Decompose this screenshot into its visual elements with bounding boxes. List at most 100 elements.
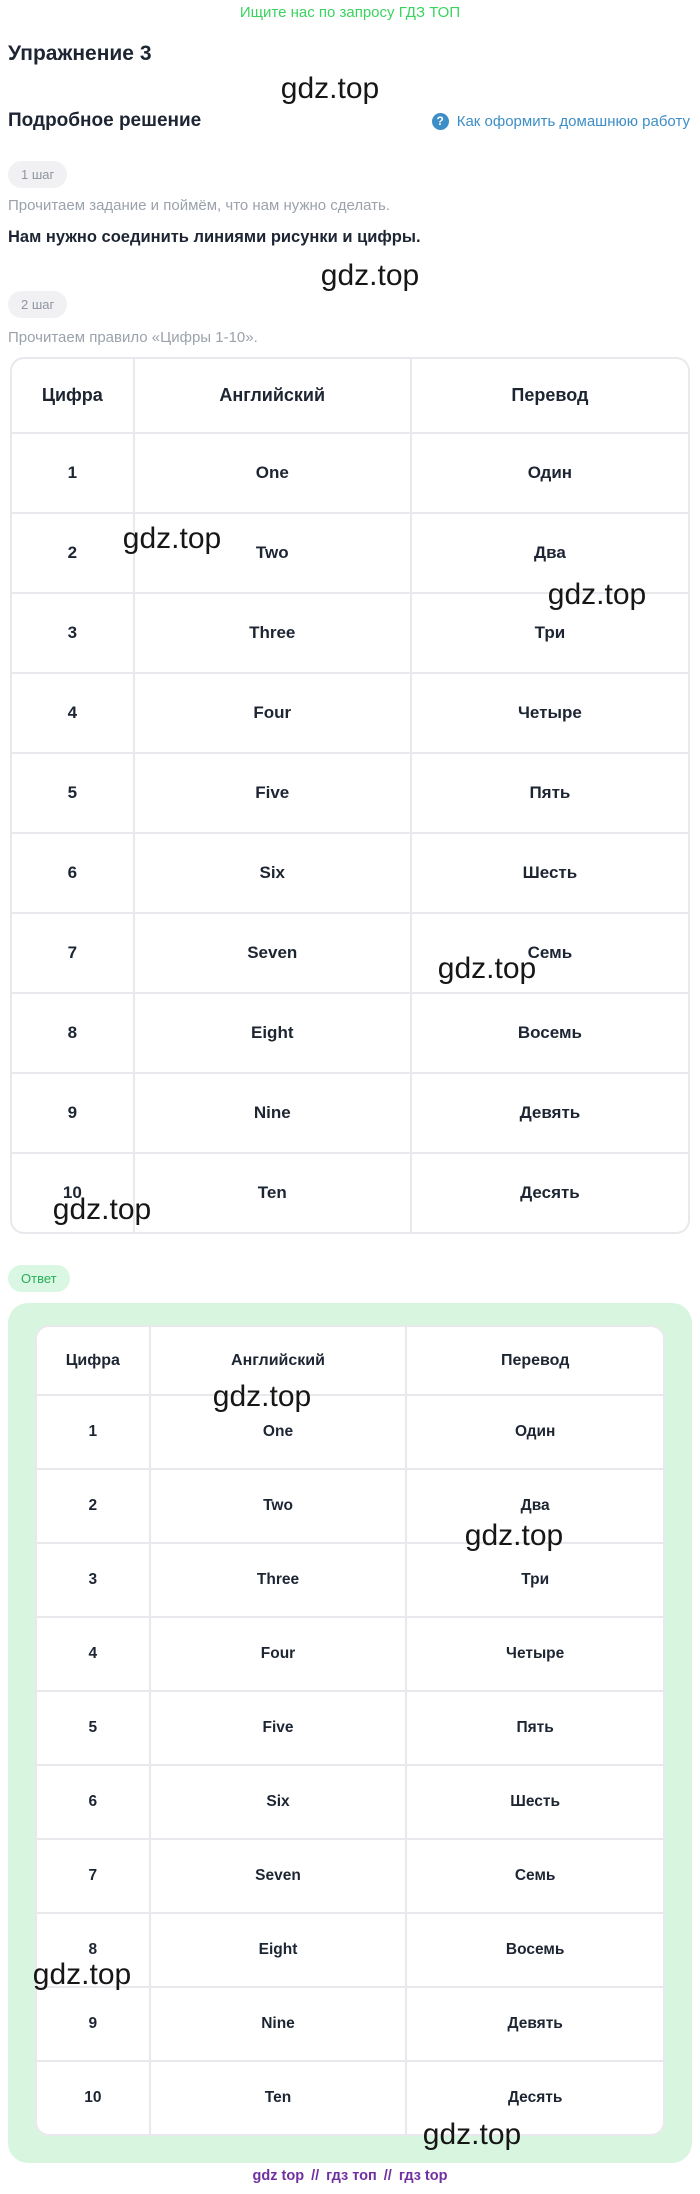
table-header-row: Цифра Английский Перевод	[37, 1327, 663, 1396]
watermark: gdz.top	[280, 72, 380, 105]
table-row: 4 Four Четыре	[12, 673, 688, 754]
table-cell: Девять	[406, 1987, 663, 2062]
table-row: 8 Eight Восемь	[12, 993, 688, 1074]
table-cell: Two	[133, 513, 412, 594]
table-cell: 9	[12, 1073, 135, 1154]
table-cell: 3	[37, 1543, 151, 1618]
table-cell: Six	[133, 833, 412, 914]
table-cell: Один	[410, 433, 688, 514]
solution-header-row: Подробное решение ? Как оформить домашню…	[8, 110, 690, 132]
answer-table-section: Цифра Английский Перевод 1 One Один 2 Two Два 3 Th…	[35, 1325, 665, 2136]
table-row: 9 Nine Девять	[12, 1073, 688, 1154]
table-cell: 7	[37, 1839, 151, 1914]
table-row: 5 Five Пять	[12, 753, 688, 834]
table-cell: Eight	[149, 1913, 408, 1988]
table-cell: 4	[12, 673, 135, 754]
table-cell: Восемь	[410, 993, 688, 1074]
column-header: Английский	[149, 1327, 408, 1396]
table-row: 10 Ten Десять	[12, 1153, 688, 1232]
step-1-statement: Нам нужно соединить линиями рисунки и ци…	[8, 228, 421, 246]
table-row: 8 Eight Восемь	[37, 1913, 663, 1988]
step-2-note: Прочитаем правило «Цифры 1-10».	[8, 329, 258, 346]
watermark: gdz.top	[320, 259, 420, 292]
table-cell: Three	[149, 1543, 408, 1618]
column-header: Цифра	[12, 359, 135, 434]
table-cell: 8	[37, 1913, 151, 1988]
table-cell: 6	[12, 833, 135, 914]
table-row: 10 Ten Десять	[37, 2061, 663, 2134]
help-link[interactable]: ? Как оформить домашнюю работу	[431, 112, 690, 130]
table-cell: Два	[406, 1469, 663, 1544]
table-cell: Eight	[133, 993, 412, 1074]
table-cell: Nine	[133, 1073, 412, 1154]
step-1-badge: 1 шаг	[8, 161, 68, 188]
table-row: 3 Three Три	[37, 1543, 663, 1618]
column-header: Перевод	[406, 1327, 663, 1396]
table-cell: 5	[12, 753, 135, 834]
table-cell: Six	[149, 1765, 408, 1840]
table-cell: 6	[37, 1765, 151, 1840]
table-cell: 1	[12, 433, 135, 514]
table-row: 3 Three Три	[12, 593, 688, 674]
table-cell: 10	[12, 1153, 135, 1232]
table-cell: Шесть	[406, 1765, 663, 1840]
table-row: 6 Six Шесть	[37, 1765, 663, 1840]
table-cell: Десять	[520, 1183, 580, 1202]
exercise-title: Упражнение 3	[8, 42, 152, 66]
table-cell: Five	[133, 753, 412, 834]
table-cell: Девять	[410, 1073, 688, 1154]
step-2-badge: 2 шаг	[8, 291, 68, 318]
promo-banner: Ищите нас по запросу ГДЗ ТОП	[239, 4, 461, 21]
table-row: 2 Two Два	[37, 1469, 663, 1544]
table-cell: Four	[133, 673, 412, 754]
table-cell: 8	[12, 993, 135, 1074]
table-cell: Ten	[133, 1153, 412, 1232]
numbers-rule-table: Цифра Английский Перевод 1 One Один 2 Two Два 3 Th…	[12, 359, 688, 1232]
table-row: 2 Two Два	[12, 513, 688, 594]
table-cell: Пять	[406, 1691, 663, 1766]
table-cell: Семь	[410, 913, 688, 994]
footer-link-3[interactable]: гдз top	[398, 2168, 448, 2184]
rule-table-frame: Цифра Английский Перевод 1 One Один 2 Two Два 3 Th…	[10, 357, 690, 1234]
table-cell: 3	[12, 593, 135, 674]
footer-separator: //	[383, 2168, 392, 2184]
footer-link-1[interactable]: gdz top	[252, 2168, 305, 2184]
solution-heading: Подробное решение	[8, 110, 202, 131]
numbers-answer-table: Цифра Английский Перевод 1 One Один 2 Two Два 3 Th…	[37, 1327, 663, 2134]
table-row: 9 Nine Девять	[37, 1987, 663, 2062]
table-cell: Two	[149, 1469, 408, 1544]
table-cell: One	[149, 1395, 408, 1470]
table-cell: Восемь	[406, 1913, 663, 1988]
table-cell: 1	[37, 1395, 151, 1470]
rule-table-section: Цифра Английский Перевод 1 One Один 2 Two Два 3 Th…	[10, 357, 690, 1234]
footer-separator: //	[311, 2168, 320, 2184]
table-cell: Nine	[149, 1987, 408, 2062]
help-link-label: Как оформить домашнюю работу	[456, 112, 690, 130]
footer: gdz top // гдз топ // гдз top	[0, 2168, 700, 2184]
table-cell: Five	[149, 1691, 408, 1766]
table-cell: 9	[37, 1987, 151, 2062]
answer-table-frame: Цифра Английский Перевод 1 One Один 2 Two Два 3 Th…	[35, 1325, 665, 2136]
footer-link-2[interactable]: гдз топ	[326, 2168, 377, 2184]
table-cell: Три	[406, 1543, 663, 1618]
table-cell: Десять	[507, 2089, 563, 2106]
table-cell: Seven	[133, 913, 412, 994]
table-cell: Пять	[410, 753, 688, 834]
table-cell: Три	[410, 593, 688, 674]
table-cell: Один	[406, 1395, 663, 1470]
question-circle-icon: ?	[431, 112, 449, 130]
table-cell: 2	[12, 513, 135, 594]
table-cell: One	[133, 433, 412, 514]
table-cell: 4	[37, 1617, 151, 1692]
table-cell: Четыре	[410, 673, 688, 754]
answer-box: Цифра Английский Перевод 1 One Один 2 Two Два 3 Th…	[8, 1303, 692, 2163]
table-cell: Ten	[149, 2061, 408, 2134]
table-row: 6 Six Шесть	[12, 833, 688, 914]
table-cell: Два	[410, 513, 688, 594]
column-header: Цифра	[37, 1327, 151, 1396]
table-row: 1 One Один	[37, 1395, 663, 1470]
table-cell: Четыре	[406, 1617, 663, 1692]
table-cell: Seven	[149, 1839, 408, 1914]
table-row: 4 Four Четыре	[37, 1617, 663, 1692]
